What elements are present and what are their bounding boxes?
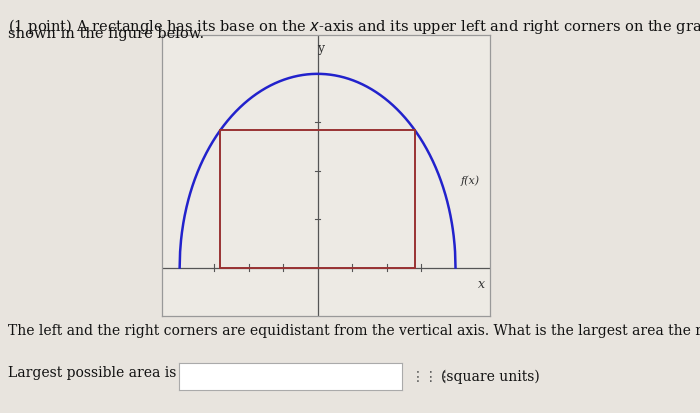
Text: ⋮⋮⋮: ⋮⋮⋮ <box>411 370 452 384</box>
Text: Largest possible area is: Largest possible area is <box>8 366 177 380</box>
Text: The left and the right corners are equidistant from the vertical axis. What is t: The left and the right corners are equid… <box>8 324 700 338</box>
Text: x: x <box>478 278 485 291</box>
Text: f(x): f(x) <box>461 175 480 186</box>
Text: (1 point) A rectangle has its base on the $x$-axis and its upper left and right : (1 point) A rectangle has its base on th… <box>8 10 700 37</box>
Text: y: y <box>317 43 324 55</box>
Text: (square units): (square units) <box>441 370 540 384</box>
Text: shown in the figure below.: shown in the figure below. <box>8 27 204 41</box>
